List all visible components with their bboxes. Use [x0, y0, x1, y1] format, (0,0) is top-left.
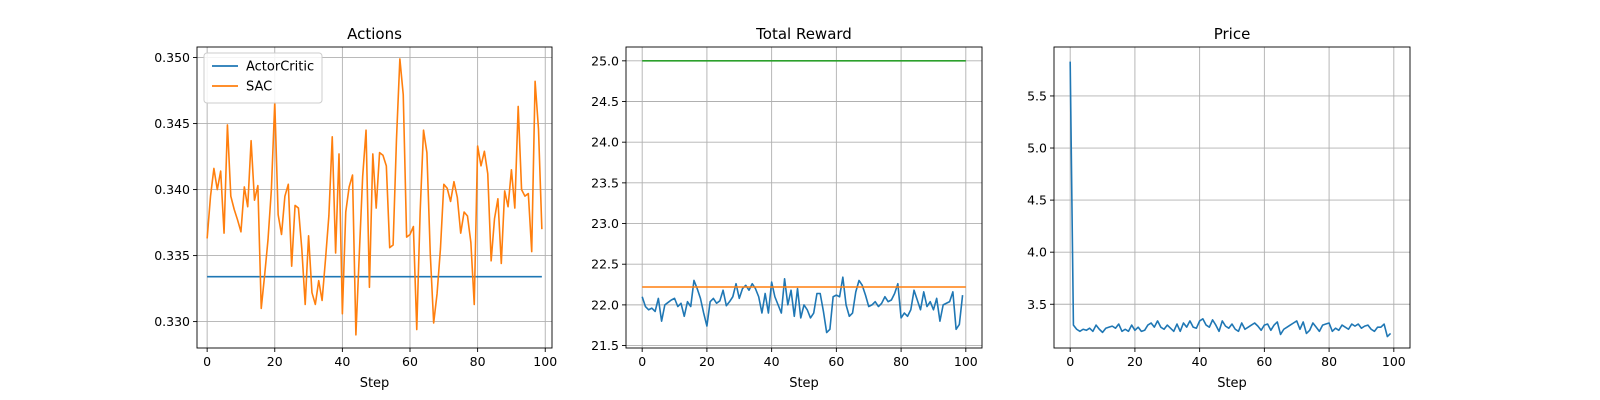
- y-tick-label: 0.335: [154, 248, 190, 263]
- x-tick-label: 100: [954, 354, 978, 369]
- x-tick-label: 40: [1192, 354, 1208, 369]
- series-line-s0: [641, 276, 964, 334]
- y-tick-label: 24.5: [591, 94, 619, 109]
- axes-frame: [625, 46, 983, 349]
- axes-frame: [196, 46, 553, 349]
- x-tick-label: 40: [764, 354, 780, 369]
- legend-label: SAC: [246, 80, 272, 95]
- y-tick-label: 4.0: [1027, 245, 1047, 260]
- x-tick-label: 60: [828, 354, 844, 369]
- y-tick-label: 23.5: [591, 175, 619, 190]
- x-tick-label: 80: [893, 354, 909, 369]
- series-line-s0: [1069, 61, 1392, 338]
- y-tick-label: 21.5: [591, 338, 619, 353]
- chart-panel-2: 0 20 40 60 80 100 3.5 4.0 4.5 5.0 5.5 Price Step: [1027, 25, 1411, 391]
- plot-area: [1054, 47, 1410, 348]
- axes-frame: [1053, 46, 1411, 349]
- x-tick-label: 100: [533, 354, 557, 369]
- y-tick-label: 23.0: [591, 216, 619, 231]
- x-tick-label: 0: [1066, 354, 1074, 369]
- legend-label: ActorCritic: [246, 60, 314, 75]
- y-tick-label: 0.350: [154, 50, 190, 65]
- x-tick-label: 80: [1321, 354, 1337, 369]
- y-tick-label: 0.340: [154, 182, 190, 197]
- legend: ActorCritic SAC: [203, 52, 323, 104]
- y-tick-label: 24.0: [591, 135, 619, 150]
- x-tick-label: 20: [267, 354, 283, 369]
- x-tick-label: 0: [638, 354, 646, 369]
- x-axis-label: Step: [1217, 376, 1247, 391]
- y-tick-label: 25.0: [591, 53, 619, 68]
- y-tick-label: 5.0: [1027, 141, 1047, 156]
- y-tick-label: 3.5: [1027, 297, 1047, 312]
- y-tick-label: 22.0: [591, 297, 619, 312]
- x-axis-label: Step: [360, 376, 390, 391]
- x-tick-label: 60: [1256, 354, 1272, 369]
- x-tick-label: 20: [1127, 354, 1143, 369]
- x-tick-label: 100: [1382, 354, 1406, 369]
- y-tick-label: 22.5: [591, 257, 619, 272]
- chart-title: Actions: [347, 25, 402, 43]
- chart-panel-0: 0 20 40 60 80 100 0.330 0.335 0.340 0.345 0.350 Act…: [154, 25, 557, 391]
- x-tick-label: 0: [203, 354, 211, 369]
- y-tick-label: 4.5: [1027, 193, 1047, 208]
- y-tick-label: 0.345: [154, 116, 190, 131]
- x-tick-label: 20: [699, 354, 715, 369]
- x-axis-label: Step: [789, 376, 819, 391]
- series-line-sac: [206, 58, 543, 336]
- chart-title: Total Reward: [755, 25, 852, 43]
- y-tick-label: 0.330: [154, 314, 190, 329]
- chart-title: Price: [1214, 25, 1251, 43]
- x-tick-label: 80: [470, 354, 486, 369]
- chart-panel-1: 0 20 40 60 80 100 21.5 22.0 22.5 23.0 23.5 24.0 24.5…: [591, 25, 983, 391]
- x-tick-label: 60: [402, 354, 418, 369]
- y-tick-label: 5.5: [1027, 88, 1047, 103]
- x-tick-label: 40: [334, 354, 350, 369]
